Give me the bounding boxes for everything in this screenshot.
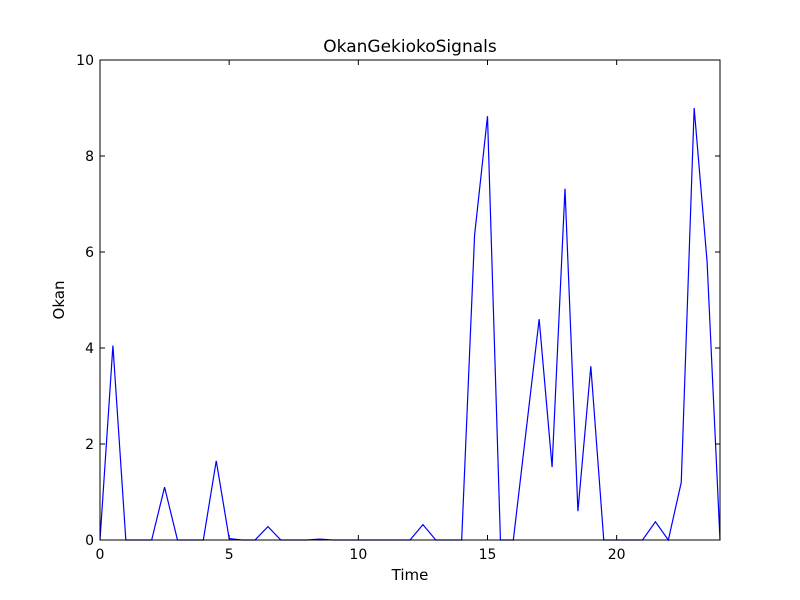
y-tick-label: 6 bbox=[85, 245, 94, 261]
x-tick-label: 15 bbox=[479, 547, 497, 563]
x-tick-label: 5 bbox=[225, 547, 234, 563]
plot-area bbox=[99, 107, 721, 542]
y-axis-label: Okan bbox=[50, 281, 68, 320]
y-tick-label: 10 bbox=[76, 53, 94, 69]
y-tick-label: 2 bbox=[85, 437, 94, 453]
y-tick-label: 8 bbox=[85, 149, 94, 165]
chart-title: OkanGekiokoSignals bbox=[323, 37, 497, 57]
series-line bbox=[99, 107, 721, 542]
plot-frame bbox=[99, 59, 721, 541]
x-axis: 0 5 10 15 20 bbox=[96, 60, 626, 563]
y-tick-label: 0 bbox=[85, 533, 94, 549]
y-tick-label: 4 bbox=[85, 341, 94, 357]
x-tick-label: 20 bbox=[608, 547, 626, 563]
x-tick-label: 0 bbox=[96, 547, 105, 563]
x-axis-label: Time bbox=[391, 566, 429, 584]
y-axis: 0 2 4 6 8 10 bbox=[76, 53, 720, 549]
x-tick-label: 10 bbox=[349, 547, 367, 563]
